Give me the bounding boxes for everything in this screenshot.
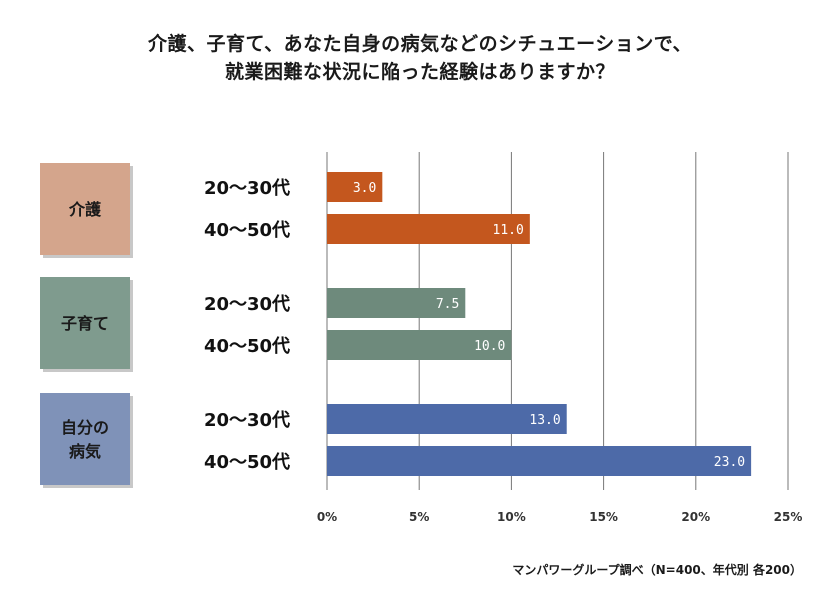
category-label: 20〜30代 xyxy=(204,294,290,315)
bar-value-label: 11.0 xyxy=(493,223,524,238)
bar xyxy=(327,172,383,202)
group-label: 介護 xyxy=(68,200,102,219)
bar-value-label: 10.0 xyxy=(474,339,505,354)
x-tick-label: 0% xyxy=(317,510,337,524)
bar xyxy=(327,214,530,244)
x-tick-label: 25% xyxy=(774,510,803,524)
group-label: 自分の xyxy=(61,418,109,437)
bar xyxy=(327,330,512,360)
group-box xyxy=(40,163,130,255)
x-tick-label: 5% xyxy=(409,510,429,524)
source-note: マンパワーグループ調べ（N=400、年代別 各200） xyxy=(512,563,802,577)
bar-value-label: 3.0 xyxy=(353,181,376,196)
bar-value-label: 23.0 xyxy=(714,455,745,470)
x-tick-label: 10% xyxy=(497,510,526,524)
bar xyxy=(327,446,752,476)
bar-value-label: 7.5 xyxy=(436,297,459,312)
bar xyxy=(327,404,567,434)
group-box xyxy=(40,393,130,485)
group-label: 子育て xyxy=(61,314,109,333)
category-label: 20〜30代 xyxy=(204,178,290,199)
category-label: 40〜50代 xyxy=(204,336,290,357)
bar-value-label: 13.0 xyxy=(529,413,560,428)
group-box xyxy=(40,277,130,369)
x-tick-label: 20% xyxy=(681,510,710,524)
chart-title: 介護、子育て、あなた自身の病気などのシチュエーションで、 就業困難な状況に陥った… xyxy=(0,30,840,86)
title-line-2: 就業困難な状況に陥った経験はありますか？ xyxy=(224,61,615,83)
title-line-1: 介護、子育て、あなた自身の病気などのシチュエーションで、 xyxy=(148,33,692,55)
category-label: 40〜50代 xyxy=(204,220,290,241)
category-label: 40〜50代 xyxy=(204,452,290,473)
category-label: 20〜30代 xyxy=(204,410,290,431)
x-tick-label: 15% xyxy=(589,510,618,524)
bar xyxy=(327,288,466,318)
group-label: 病気 xyxy=(69,442,101,461)
